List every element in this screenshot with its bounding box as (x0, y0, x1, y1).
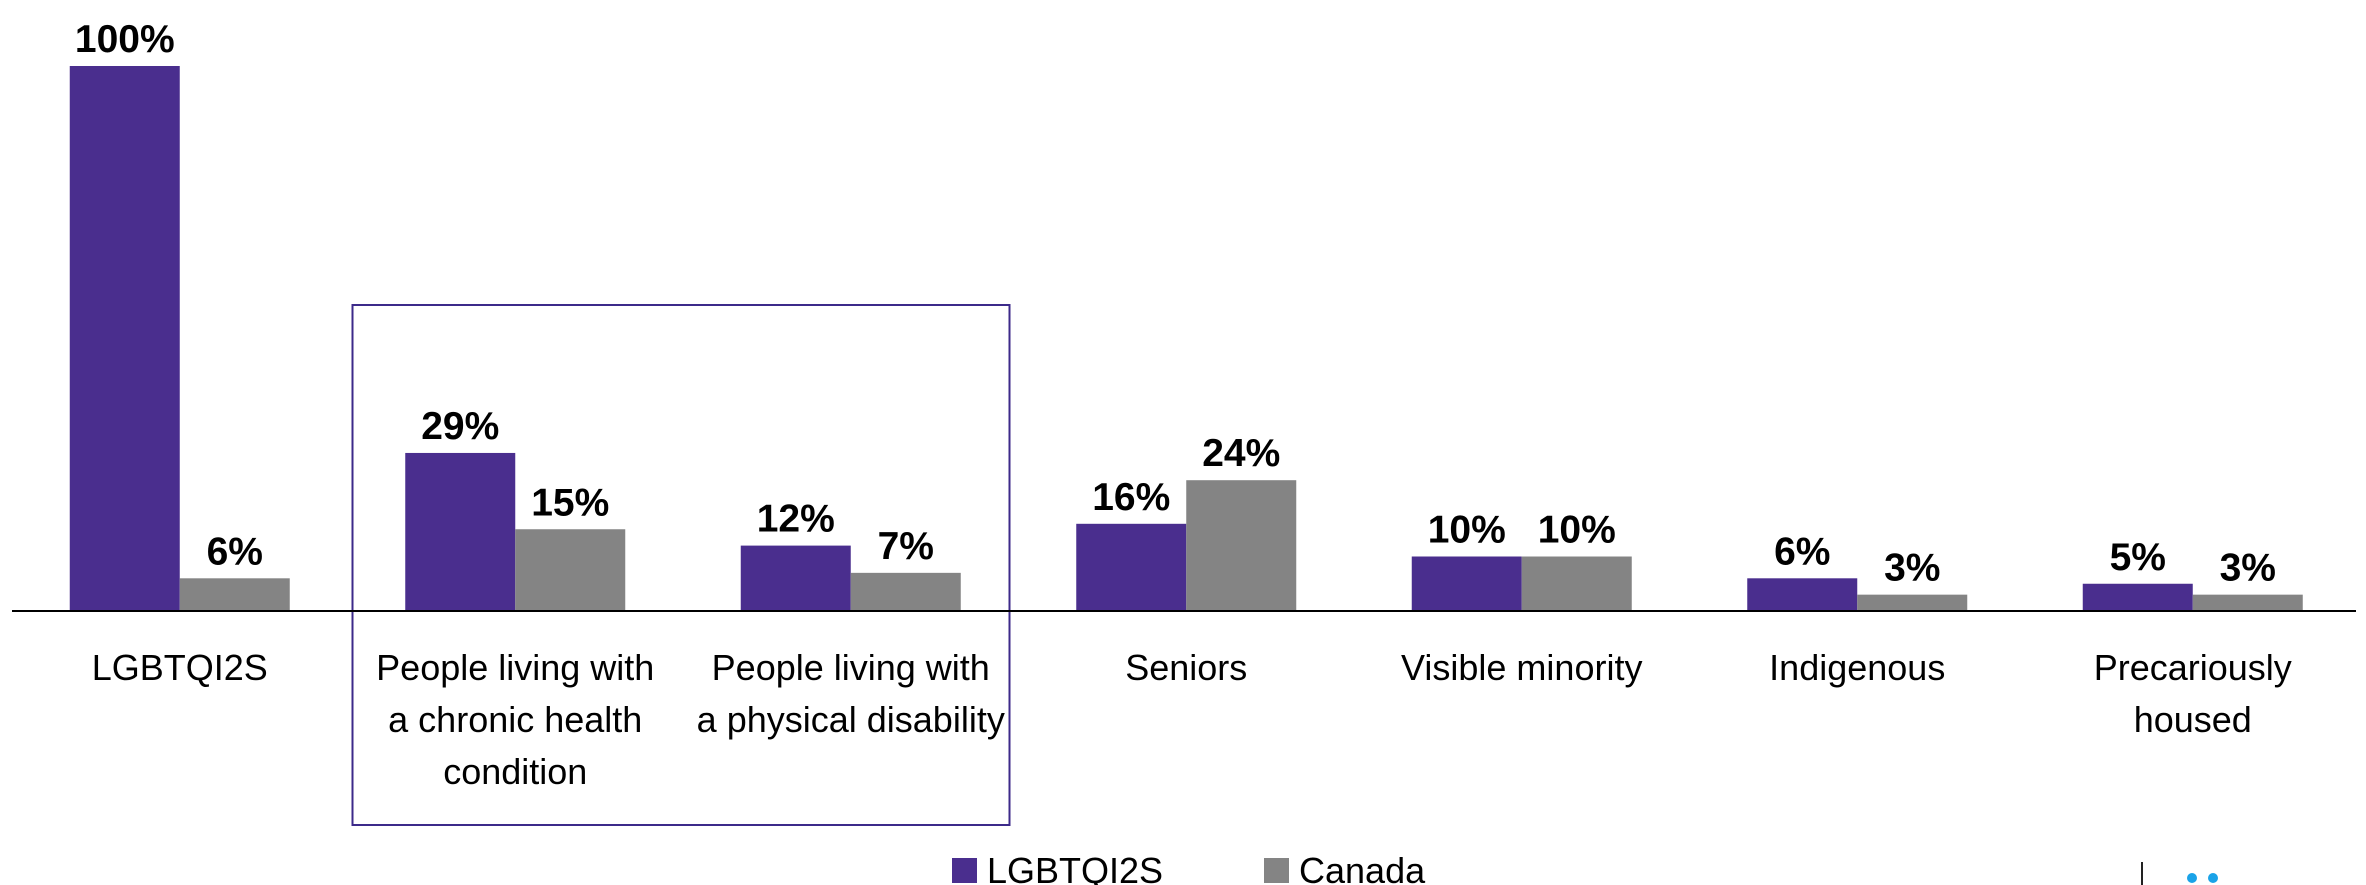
value-label-canada-0: 6% (207, 530, 263, 573)
bar-lgbtqi2s-4 (1411, 556, 1522, 611)
value-label-lgbtqi2s-2: 12% (757, 498, 835, 541)
legend-label-lgbtqi2s: LGBTQI2S (987, 850, 1163, 885)
legend: LGBTQI2S Canada (952, 850, 1426, 885)
bar-lgbtqi2s-5 (1747, 578, 1858, 611)
bar-lgbtqi2s-0 (69, 66, 180, 611)
value-label-lgbtqi2s-0: 100% (75, 18, 175, 61)
value-label-canada-3: 24% (1202, 432, 1280, 475)
bar-canada-5 (1857, 594, 1968, 611)
legend-swatch-lgbtqi2s (952, 858, 977, 883)
value-label-lgbtqi2s-1: 29% (421, 405, 499, 448)
value-label-canada-4: 10% (1538, 509, 1616, 552)
category-label-2: People living with a physical disability (697, 647, 1005, 740)
category-label-3: Seniors (1125, 647, 1247, 688)
highlight-box (351, 304, 1011, 826)
value-label-canada-5: 3% (1884, 547, 1940, 590)
bar-canada-3 (1186, 480, 1297, 611)
bar-canada-6 (2192, 594, 2303, 611)
category-label-1: People living with a chronic health condit… (376, 647, 654, 792)
legend-swatch-canada (1264, 858, 1289, 883)
category-label-4: Visible minority (1401, 647, 1642, 688)
category-label-6: Precariously housed (2094, 647, 2292, 740)
value-label-lgbtqi2s-3: 16% (1092, 476, 1170, 519)
bar-lgbtqi2s-1 (405, 452, 516, 611)
bar-canada-2 (850, 572, 961, 611)
corner-mark (2141, 862, 2218, 885)
value-label-canada-1: 15% (531, 481, 609, 524)
bar-lgbtqi2s-6 (2082, 583, 2193, 611)
value-label-canada-6: 3% (2220, 547, 2276, 590)
value-label-lgbtqi2s-4: 10% (1428, 509, 1506, 552)
legend-label-canada: Canada (1299, 850, 1426, 885)
bar-lgbtqi2s-3 (1076, 523, 1187, 611)
category-label-0: LGBTQI2S (92, 647, 268, 688)
bar-lgbtqi2s-2 (740, 545, 851, 611)
value-label-lgbtqi2s-6: 5% (2110, 536, 2166, 579)
bar-canada-0 (179, 578, 290, 611)
value-label-lgbtqi2s-5: 6% (1774, 530, 1830, 573)
value-label-canada-2: 7% (878, 525, 934, 568)
category-label-5: Indigenous (1769, 647, 1945, 688)
bar-canada-1 (515, 529, 626, 611)
bar-canada-4 (1521, 556, 1632, 611)
